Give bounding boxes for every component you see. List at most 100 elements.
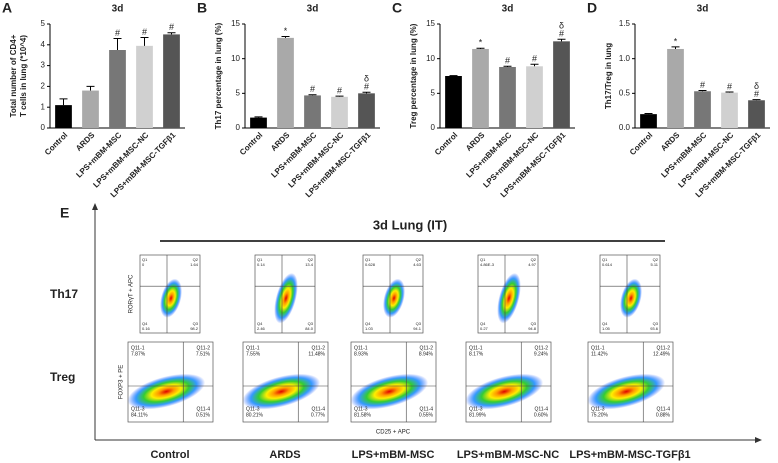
quadrant-name: Q3 xyxy=(416,321,422,326)
quadrant-name: Q3 xyxy=(193,321,199,326)
quadrant-name: Q11-1 xyxy=(246,345,260,351)
quadrant-name: Q11-3 xyxy=(354,406,368,412)
quadrant-name: Q11-1 xyxy=(469,345,483,351)
quadrant-name: Q4 xyxy=(365,321,371,326)
quadrant-value: 7.51% xyxy=(196,351,211,357)
annotation: # xyxy=(310,84,315,94)
y-tick-label: 1 xyxy=(41,102,46,111)
quadrant-value: 80.21% xyxy=(246,412,264,418)
quadrant-name: Q4 xyxy=(602,321,608,326)
annotation: # xyxy=(142,27,147,37)
bar xyxy=(55,105,72,128)
quadrant-value: 94.1 xyxy=(413,326,422,331)
bar xyxy=(82,90,99,128)
quadrant-value: 0.60% xyxy=(534,412,549,418)
quadrant-name: Q4 xyxy=(480,321,486,326)
y-axis-label: T cells in lung (*10^4) xyxy=(19,35,28,117)
error-bar xyxy=(503,65,512,67)
quadrant-value: 7.87% xyxy=(131,351,146,357)
row-label: Th17 xyxy=(50,287,78,301)
arrow-head xyxy=(755,437,762,443)
quadrant-name: Q11-4 xyxy=(196,406,210,412)
y-tick-label: 10 xyxy=(426,54,435,63)
bar xyxy=(472,48,489,128)
row-label: Treg xyxy=(50,370,75,384)
quadrant-value: 0.55% xyxy=(419,412,434,418)
quadrant-value: 7.55% xyxy=(246,351,261,357)
y-tick-label: 1.5 xyxy=(619,19,631,28)
quadrant-value: 8.94% xyxy=(419,351,434,357)
density-cloud xyxy=(620,278,642,318)
density-cloud xyxy=(127,373,206,410)
quadrant-name: Q11-3 xyxy=(246,406,260,412)
error-bar xyxy=(86,85,95,91)
quadrant-name: Q11-2 xyxy=(419,345,433,351)
chart-title: 3d xyxy=(502,4,514,15)
plot-frame xyxy=(139,254,201,334)
quadrant-name: Q11-2 xyxy=(196,345,210,351)
quadrant-value: 0.51% xyxy=(196,412,211,418)
y-tick-label: 0 xyxy=(236,123,241,132)
bar xyxy=(640,114,657,128)
density-cloud xyxy=(274,272,298,324)
quadrant-name: Q11-4 xyxy=(311,406,325,412)
quadrant-value: 12.49% xyxy=(653,351,671,357)
bar xyxy=(331,96,348,128)
annotation: # xyxy=(364,82,369,92)
y-axis-label: Total number of CD4+ xyxy=(9,34,18,117)
panel-letter: D xyxy=(587,0,597,16)
annotation: # xyxy=(532,54,537,64)
density-cloud xyxy=(242,373,321,410)
quadrant-value: 0.16 xyxy=(142,326,151,331)
error-bar xyxy=(335,95,344,97)
quadrant-name: Q3 xyxy=(308,321,314,326)
bar xyxy=(304,95,321,128)
quadrant-value: 4.97 xyxy=(528,262,537,267)
annotation: δ xyxy=(559,21,564,31)
bar xyxy=(526,66,543,128)
quadrant-value: 81.99% xyxy=(469,412,487,418)
error-bar xyxy=(254,116,263,118)
quadrant-name: Q1 xyxy=(602,257,608,262)
y-tick-label: 15 xyxy=(231,19,240,28)
quadrant-value: 84.0 xyxy=(305,326,314,331)
x-tick-label: Control xyxy=(238,131,264,157)
density-cloud xyxy=(465,373,544,410)
annotation: # xyxy=(505,56,510,66)
error-bar xyxy=(476,47,485,49)
y-tick-label: 4 xyxy=(41,40,46,49)
bar xyxy=(721,92,738,128)
quadrant-name: Q11-1 xyxy=(131,345,145,351)
density-cloud xyxy=(383,278,405,318)
error-bar xyxy=(671,46,680,49)
y-tick-label: 0 xyxy=(41,123,46,132)
quadrant-name: Q2 xyxy=(193,257,199,262)
quadrant-value: 0 xyxy=(142,262,145,267)
quadrant-value: 98.2 xyxy=(190,326,199,331)
bar xyxy=(694,91,711,128)
annotation: # xyxy=(115,28,120,38)
error-bar xyxy=(59,98,68,106)
y-tick-label: 5 xyxy=(236,88,241,97)
quadrant-value: 4.63 xyxy=(413,262,422,267)
quadrant-name: Q11-4 xyxy=(534,406,548,412)
error-bar xyxy=(167,32,176,35)
x-tick-label: ARDS xyxy=(269,130,292,153)
quadrant-value: 11.42% xyxy=(591,351,608,357)
quadrant-value: 84.11% xyxy=(131,412,148,418)
error-bar xyxy=(644,112,653,115)
column-label: LPS+mBM-MSC-NC xyxy=(457,449,559,461)
column-label: ARDS xyxy=(269,449,300,461)
quadrant-value: 75.20% xyxy=(591,412,609,418)
quadrant-value: 0.14 xyxy=(257,262,266,267)
axis-label: RORγT + APC xyxy=(129,274,135,313)
x-tick-label: ARDS xyxy=(659,130,682,153)
column-label: LPS+mBM-MSC xyxy=(352,449,435,461)
quadrant-value: 13.4 xyxy=(305,262,314,267)
quadrant-value: 9.24% xyxy=(534,351,549,357)
y-tick-label: 0.0 xyxy=(619,123,631,132)
density-cloud xyxy=(497,272,521,324)
quadrant-name: Q2 xyxy=(308,257,314,262)
y-tick-label: 0.5 xyxy=(619,88,631,97)
